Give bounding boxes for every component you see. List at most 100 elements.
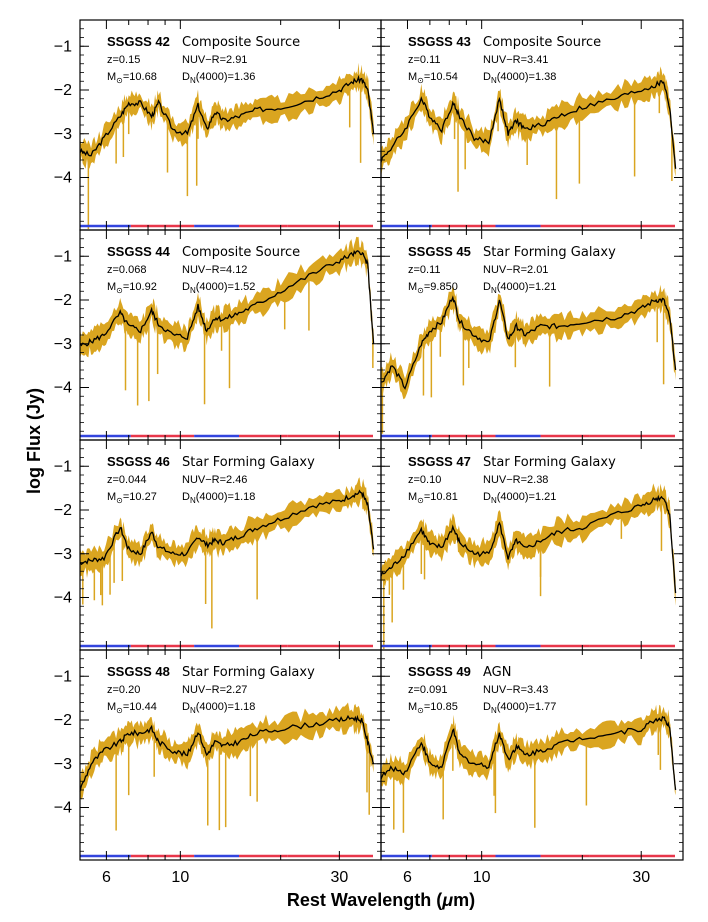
- panel-redshift: z=0.15: [107, 54, 140, 66]
- panel-nuv-r: NUV−R=4.12: [182, 264, 247, 276]
- panel-mass-value: =9.850: [424, 281, 458, 293]
- panel-mass-value: =10.27: [123, 491, 157, 503]
- panel-type: Star Forming Galaxy: [182, 455, 315, 470]
- panel-dn-subscript: N: [190, 706, 196, 715]
- y-tick-label: −1: [54, 668, 72, 685]
- panel-mass: M⊙=10.27: [107, 491, 157, 505]
- panel-name: SSGSS 44: [107, 244, 171, 259]
- y-tick-label: −4: [54, 800, 72, 817]
- spectrum-line: [79, 74, 375, 157]
- x-tick-label: 30: [632, 869, 650, 886]
- panel-mass-subscript: ⊙: [417, 286, 424, 295]
- panel-redshift: z=0.20: [107, 684, 140, 696]
- spectrum-line: [381, 295, 677, 390]
- panel-mass-subscript: ⊙: [116, 496, 123, 505]
- panel-type: Composite Source: [182, 245, 300, 260]
- panel-mass: M⊙=10.54: [408, 71, 458, 85]
- panel-name: SSGSS 45: [408, 244, 471, 259]
- y-tick-label: −4: [54, 170, 72, 187]
- panel-dn-value: (4000)=1.21: [497, 491, 557, 503]
- panel-mass-subscript: ⊙: [417, 496, 424, 505]
- error-band: [381, 284, 676, 400]
- panel-mass-subscript: ⊙: [116, 76, 123, 85]
- x-axis-label-mu: μ: [441, 890, 453, 910]
- panel-mass: M⊙=10.68: [107, 71, 157, 85]
- panel-nuv-r: NUV−R=3.43: [483, 684, 548, 696]
- panel-dn4000: DN(4000)=1.21: [483, 491, 556, 505]
- panel-type: Star Forming Galaxy: [182, 665, 315, 680]
- y-axis-label: log Flux (Jy): [24, 388, 44, 494]
- panel-dn-subscript: N: [190, 286, 196, 295]
- x-tick-label: 6: [403, 869, 412, 886]
- panel-dn-subscript: N: [491, 496, 497, 505]
- panel-mass: M⊙=9.850: [408, 281, 458, 295]
- panel-dn-subscript: N: [491, 76, 497, 85]
- panel-name: SSGSS 49: [408, 664, 471, 679]
- panel-6: SSGSS 47 Star Forming Galaxy z=0.10 NUV−R=2…: [380, 439, 684, 651]
- spectrum-line: [380, 80, 677, 169]
- panel-redshift: z=0.10: [408, 474, 441, 486]
- panel-nuv-r: NUV−R=2.91: [182, 54, 247, 66]
- panel-dn4000: DN(4000)=1.52: [182, 281, 255, 295]
- panel-nuv-r: NUV−R=2.46: [182, 474, 247, 486]
- panel-type: Star Forming Galaxy: [483, 245, 616, 260]
- panel-mass: M⊙=10.85: [408, 701, 458, 715]
- panel-name: SSGSS 43: [408, 34, 471, 49]
- panel-dn-subscript: N: [491, 706, 497, 715]
- error-band: [80, 477, 374, 578]
- panel-2: SSGSS 43 Composite Source z=0.11 NUV−R=3.41…: [380, 19, 684, 231]
- error-band: [381, 704, 676, 796]
- panel-dn-value: (4000)=1.38: [497, 71, 557, 83]
- x-tick-label: 30: [330, 869, 348, 886]
- x-tick-label: 10: [473, 869, 491, 886]
- panel-mass: M⊙=10.44: [107, 701, 157, 715]
- spectrum-line: [79, 714, 375, 792]
- y-tick-label: −1: [54, 38, 72, 55]
- panel-dn4000: DN(4000)=1.36: [182, 71, 255, 85]
- y-tick-label: −2: [54, 82, 72, 99]
- panel-nuv-r: NUV−R=3.41: [483, 54, 548, 66]
- y-tick-label: −3: [54, 336, 72, 353]
- y-tick-label: −2: [54, 292, 72, 309]
- y-tick-label: −3: [54, 546, 72, 563]
- panel-dn-value: (4000)=1.18: [196, 491, 256, 503]
- panel-name: SSGSS 46: [107, 454, 170, 469]
- panel-redshift: z=0.11: [408, 264, 441, 276]
- panel-redshift: z=0.091: [408, 684, 447, 696]
- panel-mass-value: =10.54: [424, 71, 458, 83]
- panel-type: AGN: [483, 665, 511, 680]
- panel-1: −1 −2 −3 −4 SSGSS 42 Composite Source z=0.15 NU…: [54, 19, 382, 231]
- panel-type: Composite Source: [182, 35, 300, 50]
- x-tick-label: 6: [102, 869, 111, 886]
- panel-3: −1 −2 −3 −4 SSGSS 44 Composite Source z=0.068 N…: [54, 229, 382, 441]
- panel-dn-value: (4000)=1.18: [196, 701, 256, 713]
- panel-mass-value: =10.85: [424, 701, 458, 713]
- panel-dn-value: (4000)=1.52: [196, 281, 256, 293]
- panel-name: SSGSS 48: [107, 664, 170, 679]
- panel-mass-value: =10.92: [123, 281, 157, 293]
- y-tick-label: −2: [54, 712, 72, 729]
- panel-8: 6 10 30 SSGSS 49 AGN z=0.091 NUV−R=3.43 M⊙=10.8…: [380, 649, 684, 886]
- panel-redshift: z=0.11: [408, 54, 441, 66]
- y-tick-label: −4: [54, 590, 72, 607]
- panel-dn4000: DN(4000)=1.18: [182, 701, 255, 715]
- spectrum-line: [79, 249, 375, 347]
- y-tick-label: −1: [54, 248, 72, 265]
- panel-dn4000: DN(4000)=1.18: [182, 491, 255, 505]
- panel-mass-value: =10.81: [424, 491, 458, 503]
- x-axis-label: Rest Wavelength (μm): [287, 890, 475, 910]
- panel-type: Composite Source: [483, 35, 601, 50]
- panel-redshift: z=0.044: [107, 474, 146, 486]
- y-tick-label: −4: [54, 380, 72, 397]
- panel-dn-value: (4000)=1.77: [497, 701, 557, 713]
- spectrum-line: [380, 494, 677, 594]
- panel-mass-subscript: ⊙: [116, 286, 123, 295]
- panel-dn4000: DN(4000)=1.38: [483, 71, 556, 85]
- spectrum-line: [79, 489, 375, 566]
- panel-mass-subscript: ⊙: [417, 76, 424, 85]
- panel-name: SSGSS 47: [408, 454, 471, 469]
- y-tick-label: −2: [54, 502, 72, 519]
- error-band: [381, 66, 676, 177]
- spectrum-line: [380, 715, 677, 791]
- panels-group: −1 −2 −3 −4 SSGSS 42 Composite Source z=0.15 NU…: [54, 19, 684, 886]
